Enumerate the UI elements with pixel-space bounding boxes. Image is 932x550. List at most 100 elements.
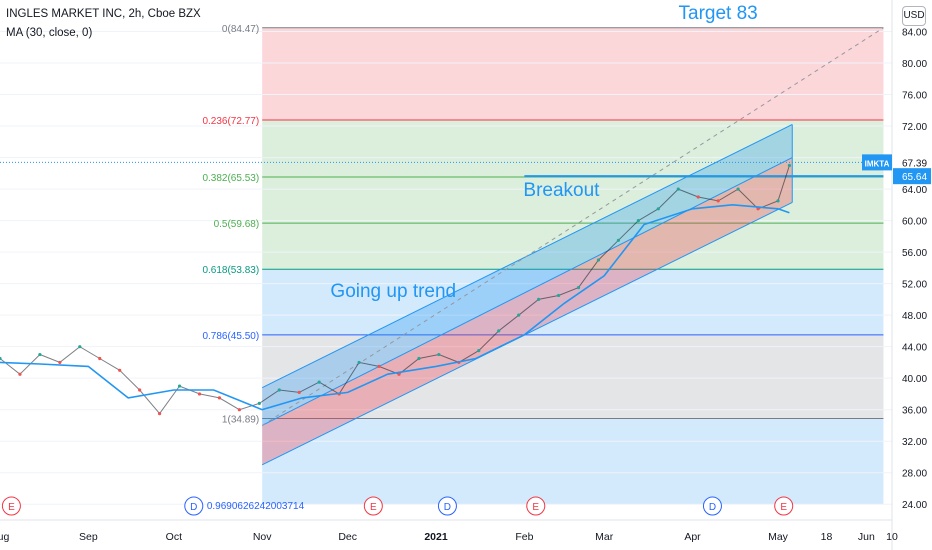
y-tick-label-5: 64.00 <box>902 185 927 196</box>
y-tick-label-10: 44.00 <box>902 343 927 354</box>
x-tick-label-10: 18 <box>821 531 833 543</box>
event-marker-0 <box>1 496 21 516</box>
y-tick-label-2: 76.00 <box>902 91 927 102</box>
event-marker-2 <box>363 496 383 516</box>
fib-label-2: 0.382(65.53) <box>202 173 259 184</box>
annotations: Target 83 Breakout Going up trend <box>330 3 757 302</box>
price-point-27 <box>537 297 541 301</box>
price-tag-label-0: 67.39 <box>902 158 927 169</box>
channel-lower-fill <box>262 157 793 465</box>
price-series <box>0 163 792 416</box>
x-tick-label-9: May <box>768 531 789 543</box>
fib-label-4: 0.618(53.83) <box>202 265 259 276</box>
price-point-30 <box>596 258 601 262</box>
y-tick-label-0: 84.00 <box>902 28 927 39</box>
annotation-2: Going up trend <box>330 281 456 302</box>
price-point-21 <box>417 356 421 361</box>
x-tick-label-6: Feb <box>515 531 533 543</box>
price-point-31 <box>616 238 621 242</box>
x-tick-label-2: Oct <box>166 531 182 543</box>
event-label-0: E <box>8 502 15 513</box>
price-point-36 <box>716 199 720 203</box>
price-point-35 <box>696 195 700 199</box>
price-point-34 <box>676 187 680 191</box>
price-point-4 <box>78 345 82 349</box>
x-tick-label-8: Apr <box>684 531 701 543</box>
price-point-7 <box>138 388 142 392</box>
price-point-9 <box>177 384 182 388</box>
y-tick-label-14: 28.00 <box>902 469 927 480</box>
price-point-15 <box>297 390 301 394</box>
price-point-37 <box>736 187 740 191</box>
y-tick-label-15: 24.00 <box>902 500 927 511</box>
indicator-label[interactable]: MA (30, close, 0) <box>6 27 93 39</box>
price-point-0 <box>0 356 2 361</box>
series-line-1 <box>0 203 790 411</box>
price-point-25 <box>497 329 501 333</box>
price-point-26 <box>517 313 521 317</box>
price-point-11 <box>217 396 222 400</box>
channel-lower-line <box>261 202 793 466</box>
price-point-18 <box>357 360 361 365</box>
x-tick-label-11: Jun <box>858 531 875 543</box>
y-tick-label-6: 60.00 <box>902 217 927 228</box>
trend-extension-line <box>261 27 884 426</box>
price-point-19 <box>377 364 381 368</box>
trend-channel <box>261 27 884 466</box>
fib-zone-4 <box>262 418 884 505</box>
annotation-1: Breakout <box>523 180 600 201</box>
x-tick-label-7: Mar <box>595 531 614 543</box>
price-point-6 <box>118 368 122 372</box>
x-tick-label-12: 10 <box>886 531 898 543</box>
price-point-39 <box>776 199 780 203</box>
event-label-2: E <box>370 502 377 513</box>
event-marker-1 <box>184 496 204 516</box>
fib-label-3: 0.5(59.68) <box>214 219 260 230</box>
price-point-14 <box>277 388 281 392</box>
event-label-6: E <box>780 502 787 513</box>
currency-button[interactable]: USD <box>902 6 926 26</box>
y-tick-label-7: 56.00 <box>902 248 927 259</box>
price-point-8 <box>157 412 162 416</box>
price-point-1 <box>18 372 22 376</box>
price-point-10 <box>197 392 202 396</box>
y-tick-label-13: 32.00 <box>902 437 927 448</box>
y-tick-label-8: 52.00 <box>902 280 927 291</box>
price-point-13 <box>257 401 261 405</box>
event-marker-6 <box>774 496 794 516</box>
price-point-40 <box>787 163 792 168</box>
price-point-2 <box>38 352 42 357</box>
channel-middle-line <box>261 157 793 426</box>
event-marker-4 <box>526 496 546 516</box>
x-tick-label-5: 2021 <box>424 531 448 543</box>
price-point-16 <box>317 380 321 384</box>
event-label-3: D <box>444 502 451 513</box>
fib-label-7: 0.9690626242003714 <box>207 501 305 512</box>
event-label-4: E <box>532 502 539 513</box>
price-tag-label-1: 65.64 <box>902 172 927 183</box>
y-tick-label-12: 36.00 <box>902 406 927 417</box>
price-point-12 <box>237 408 241 412</box>
x-tick-label-4: Dec <box>338 531 357 543</box>
price-point-3 <box>58 360 62 365</box>
event-label-1: D <box>190 502 197 513</box>
price-point-22 <box>437 352 441 357</box>
symbol-tag-label: IMKTA <box>865 159 890 168</box>
y-tick-label-3: 72.00 <box>902 122 927 133</box>
fib-zone-3 <box>262 334 884 419</box>
fib-label-1: 0.236(72.77) <box>202 116 259 127</box>
fib-zone-2 <box>262 269 884 335</box>
y-tick-label-9: 48.00 <box>902 311 927 322</box>
y-tick-label-1: 80.00 <box>902 59 927 70</box>
event-marker-3 <box>437 496 457 516</box>
price-point-33 <box>656 207 660 211</box>
price-point-24 <box>477 349 481 353</box>
fib-levels: 0(84.47) 0.236(72.77) 0.382(65.53) 0.5(59.6… <box>202 24 884 512</box>
price-axis-bg <box>892 0 932 550</box>
channel-upper-fill <box>262 124 793 426</box>
price-point-28 <box>556 293 561 298</box>
price-point-20 <box>397 372 401 376</box>
